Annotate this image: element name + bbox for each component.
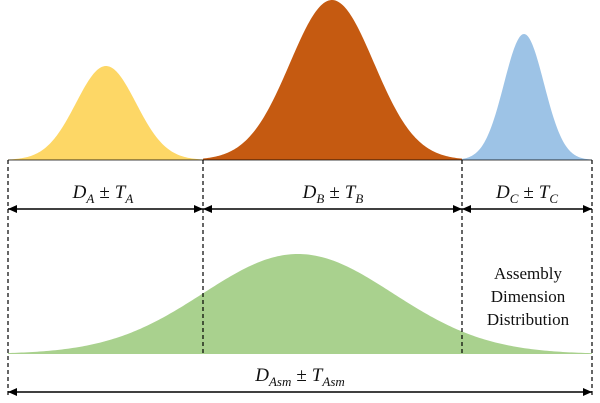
boundary-lines xyxy=(7,160,593,398)
dimension-label-assembly: DAsm ± TAsm xyxy=(254,365,345,389)
distribution-curve-b xyxy=(203,0,462,161)
dimension-label-a: DA ± TA xyxy=(72,182,134,206)
distribution-curve-a xyxy=(8,66,203,160)
caption-line-1: Assembly xyxy=(494,264,563,283)
dimension-label-b: DB ± TB xyxy=(302,182,364,206)
distribution-curve-c xyxy=(462,34,592,161)
assembly-distribution-curve xyxy=(8,254,592,354)
caption-line-3: Distribution xyxy=(487,310,570,329)
caption-line-2: Dimension xyxy=(491,287,566,306)
dimension-arrows xyxy=(8,205,592,396)
dimension-label-c: DC ± TC xyxy=(495,182,558,206)
